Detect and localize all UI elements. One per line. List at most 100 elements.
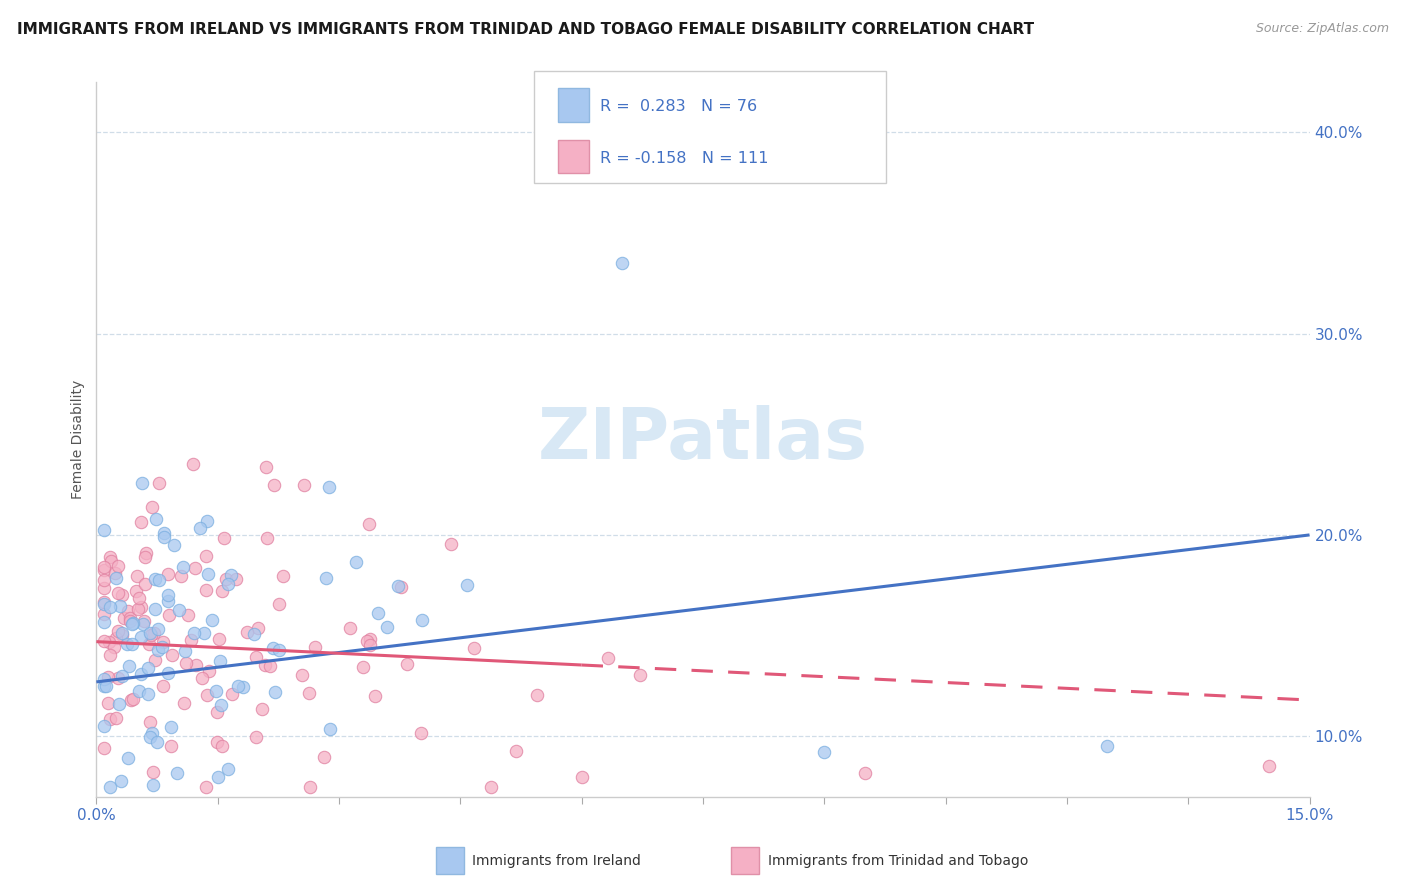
Point <box>463 640 485 655</box>
Point <box>292 478 315 492</box>
Point <box>177 607 200 622</box>
Point <box>352 659 374 673</box>
Point <box>122 616 145 631</box>
Point <box>263 477 285 491</box>
Point <box>118 611 141 625</box>
Point <box>100 554 122 568</box>
Text: R =  0.283   N = 76: R = 0.283 N = 76 <box>600 99 758 114</box>
Point <box>107 624 129 639</box>
Point <box>142 764 165 779</box>
Point <box>197 566 219 581</box>
Point <box>121 637 143 651</box>
Point <box>215 572 238 586</box>
Point <box>115 637 138 651</box>
Point <box>138 687 160 701</box>
Point <box>145 735 167 749</box>
Point <box>359 638 381 652</box>
Point <box>139 715 162 730</box>
Point <box>312 750 335 764</box>
Point <box>304 640 326 654</box>
Point <box>160 648 183 662</box>
Point <box>194 583 217 598</box>
Point <box>395 657 418 671</box>
Point <box>107 697 129 711</box>
Point <box>228 679 250 693</box>
Point <box>139 625 162 640</box>
Point <box>271 568 294 582</box>
Point <box>138 637 160 651</box>
Point <box>97 696 120 710</box>
Point <box>120 614 142 628</box>
Point <box>157 665 180 680</box>
Point <box>254 658 277 673</box>
Point <box>387 579 409 593</box>
Point <box>505 744 527 758</box>
Point <box>269 643 291 657</box>
Point <box>152 634 174 648</box>
Point <box>211 583 233 598</box>
Point <box>166 765 188 780</box>
Point <box>152 679 174 693</box>
Point <box>208 632 231 646</box>
Text: IMMIGRANTS FROM IRELAND VS IMMIGRANTS FROM TRINIDAD AND TOBAGO FEMALE DISABILITY: IMMIGRANTS FROM IRELAND VS IMMIGRANTS FR… <box>17 22 1033 37</box>
Point <box>176 656 198 670</box>
Point <box>159 739 181 753</box>
Point <box>526 689 548 703</box>
Point <box>356 633 378 648</box>
Point <box>111 625 134 640</box>
Point <box>411 613 433 627</box>
Point <box>129 630 152 644</box>
Point <box>110 773 132 788</box>
Point <box>205 683 228 698</box>
Point <box>145 511 167 525</box>
Point <box>148 476 170 491</box>
Point <box>610 256 633 270</box>
Point <box>111 588 134 602</box>
Point <box>479 780 502 794</box>
Point <box>195 780 218 794</box>
Point <box>103 640 125 654</box>
Point <box>236 625 259 640</box>
Point <box>409 726 432 740</box>
Point <box>1258 759 1281 773</box>
Point <box>208 655 231 669</box>
Point <box>250 702 273 716</box>
Point <box>136 661 159 675</box>
Point <box>262 641 284 656</box>
Point <box>143 602 166 616</box>
Point <box>93 607 115 621</box>
Point <box>104 566 127 581</box>
Point <box>93 573 115 587</box>
Point <box>93 597 115 611</box>
Point <box>134 550 156 565</box>
Point <box>628 668 651 682</box>
Point <box>195 688 218 702</box>
Point <box>131 515 153 529</box>
Point <box>143 572 166 586</box>
Point <box>813 745 835 759</box>
Point <box>186 657 208 672</box>
Point <box>131 475 153 490</box>
Point <box>1097 739 1119 754</box>
Point <box>104 631 127 645</box>
Point <box>193 626 215 640</box>
Point <box>217 577 239 591</box>
Point <box>129 666 152 681</box>
Point <box>152 530 174 544</box>
Point <box>191 671 214 685</box>
Point <box>143 626 166 640</box>
Point <box>360 632 382 647</box>
Point <box>107 672 129 686</box>
Point <box>264 685 287 699</box>
Point <box>108 599 131 613</box>
Point <box>157 594 180 608</box>
Point <box>217 762 239 776</box>
Point <box>98 648 121 662</box>
Point <box>571 770 593 784</box>
Point <box>148 573 170 587</box>
Text: Immigrants from Trinidad and Tobago: Immigrants from Trinidad and Tobago <box>768 854 1028 868</box>
Point <box>124 583 146 598</box>
Point <box>153 525 176 540</box>
Point <box>243 627 266 641</box>
Point <box>141 726 163 740</box>
